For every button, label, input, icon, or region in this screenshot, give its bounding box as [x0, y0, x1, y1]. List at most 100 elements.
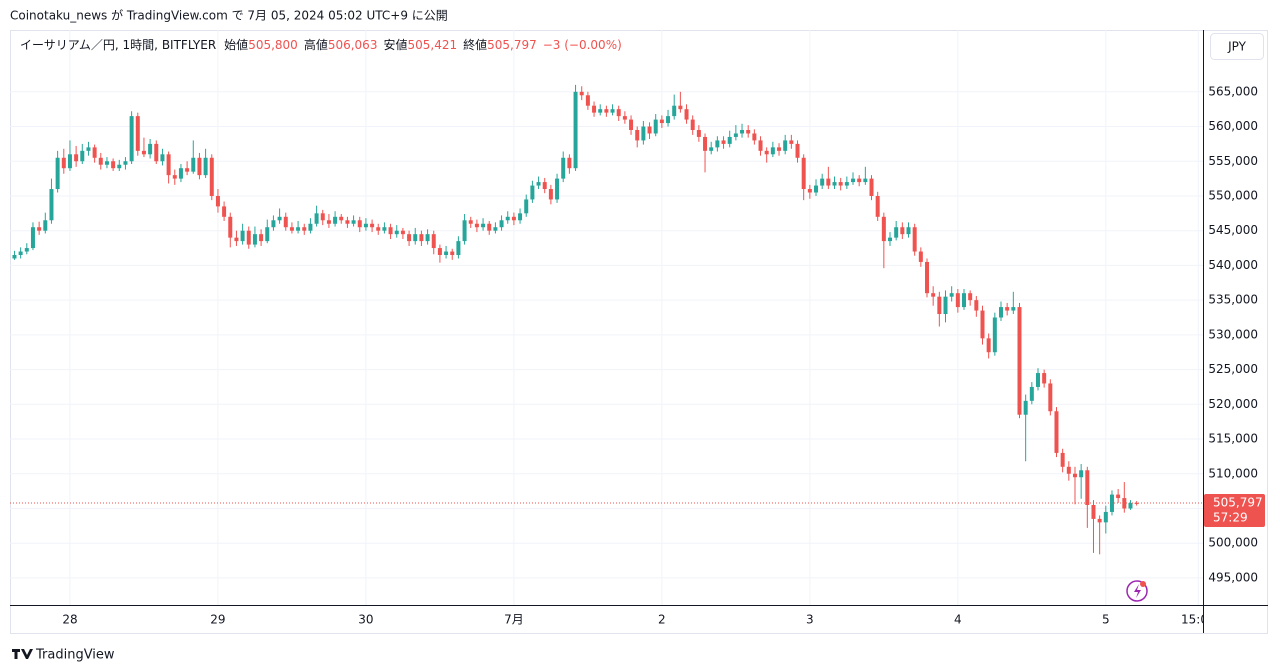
candle-body: [413, 234, 418, 242]
candle-body: [1128, 502, 1133, 509]
candle-body: [974, 300, 979, 311]
candle-body: [43, 220, 48, 231]
candle-body: [74, 154, 79, 162]
candle-body: [1048, 383, 1053, 412]
countdown: 57:29: [1213, 510, 1248, 524]
x-tick-label: 29: [210, 613, 225, 627]
candle-body: [931, 293, 936, 297]
candle-body: [49, 189, 54, 221]
footer: TradingView: [35, 648, 115, 663]
currency[interactable]: JPY: [1227, 40, 1247, 54]
candle-body: [875, 195, 880, 217]
high-name: 高値: [304, 37, 328, 52]
candle-body: [746, 130, 751, 134]
candle-body: [844, 182, 849, 186]
candle-body: [764, 150, 769, 155]
candle-body: [561, 157, 566, 179]
candle-body: [148, 143, 153, 155]
candle-body: [407, 234, 412, 242]
candle-body: [770, 147, 775, 155]
candle-body: [1029, 386, 1034, 401]
candle-body: [518, 213, 523, 221]
candle-body: [86, 147, 91, 151]
candle-body: [832, 182, 837, 186]
candle-body: [666, 116, 671, 124]
y-tick-label: 550,000: [1208, 188, 1258, 202]
candle-body: [998, 307, 1003, 318]
x-tick-label: 5: [1102, 613, 1110, 627]
candle-body: [616, 109, 621, 117]
last-price-label: 505,797: [1213, 495, 1263, 509]
candle-body: [185, 168, 190, 172]
candle-body: [67, 154, 72, 169]
footer-logo: [12, 649, 33, 659]
change: −3 (−0.00%): [543, 38, 622, 52]
time-axis: 28 29 30 7月 2 3 4 5 15:00: [62, 613, 1203, 627]
candle-body: [733, 133, 738, 137]
y-tick-label: 530,000: [1208, 327, 1258, 341]
candle-body: [906, 227, 911, 235]
candle-body: [610, 109, 615, 113]
candle-body: [690, 119, 695, 130]
candle-body: [524, 199, 529, 214]
candle-body: [696, 130, 701, 137]
candle-body: [289, 227, 294, 231]
x-tick-label: 2: [658, 613, 666, 627]
candle-body: [925, 261, 930, 294]
candle-body: [481, 223, 486, 228]
candle-body: [505, 216, 510, 221]
candle-body: [419, 234, 424, 242]
candle-body: [1005, 307, 1010, 311]
candle-body: [1035, 373, 1040, 387]
candle-body: [629, 119, 634, 130]
candle-body: [684, 109, 689, 120]
y-tick-label: 510,000: [1208, 466, 1258, 480]
currency-button[interactable]: [1210, 33, 1264, 60]
candle-body: [444, 251, 449, 255]
candle-body: [715, 140, 720, 148]
candle-body: [314, 213, 319, 224]
candle-body: [499, 220, 504, 228]
candle-body: [641, 126, 646, 141]
open-name: 始値: [224, 37, 248, 52]
candle-body: [820, 178, 825, 186]
candle-body: [283, 216, 288, 228]
candle-body: [265, 227, 270, 242]
candle-body: [863, 178, 868, 183]
candle-body: [598, 109, 603, 113]
candle-body: [197, 157, 202, 176]
candle-body: [1116, 494, 1121, 499]
low: 505,421: [407, 38, 457, 52]
candle-body: [857, 178, 862, 183]
candles: [10, 84, 1203, 555]
candle-body: [573, 91, 578, 169]
lightning-icon[interactable]: [1126, 580, 1148, 602]
candle-body: [215, 195, 220, 207]
candle-body: [111, 161, 116, 169]
candle-body: [222, 206, 227, 217]
candle-body: [1060, 452, 1065, 467]
candle-body: [851, 178, 856, 183]
y-tick-label: 535,000: [1208, 293, 1258, 307]
y-tick-label: 500,000: [1208, 536, 1258, 550]
x-tick-label: 30: [358, 613, 373, 627]
candle-body: [900, 227, 905, 235]
candle-body: [752, 133, 757, 141]
candle-body: [1023, 400, 1028, 415]
candle-body: [962, 293, 966, 308]
candle-body: [308, 223, 313, 231]
x-tick-label: 7月: [504, 613, 524, 627]
candle-body: [166, 154, 171, 176]
candle-body: [351, 220, 356, 224]
candle-body: [339, 216, 344, 221]
candle-body: [949, 293, 954, 297]
candle-body: [869, 178, 874, 196]
candle-body: [943, 296, 948, 315]
candle-body: [758, 140, 763, 151]
close: 505,797: [487, 38, 537, 52]
candle-body: [807, 189, 812, 193]
candle-body: [801, 157, 806, 190]
candle-body: [55, 157, 60, 190]
candle-body: [622, 116, 627, 120]
